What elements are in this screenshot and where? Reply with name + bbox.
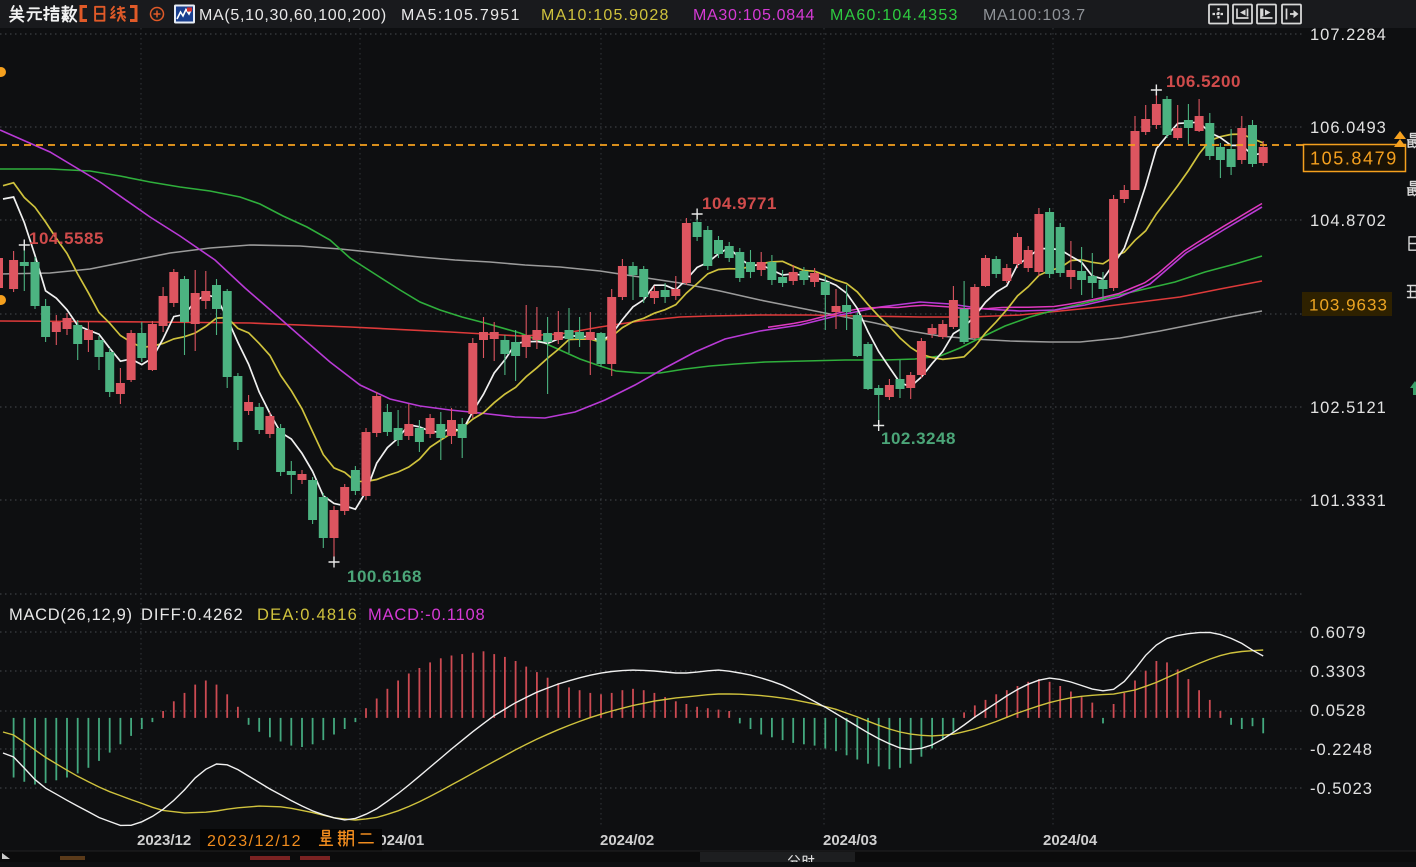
svg-text:103.9633: 103.9633 [1309, 296, 1388, 315]
svg-text:104.5585: 104.5585 [29, 229, 104, 248]
svg-text:2024/02: 2024/02 [600, 832, 654, 849]
svg-text:100.6168: 100.6168 [347, 567, 422, 586]
svg-text:104.8702: 104.8702 [1310, 212, 1387, 230]
svg-text:2023/12/12: 2023/12/12 [207, 833, 302, 850]
svg-text:MA(5,10,30,60,100,200): MA(5,10,30,60,100,200) [199, 7, 387, 24]
svg-text:-0.2248: -0.2248 [1310, 741, 1373, 759]
svg-text:101.3331: 101.3331 [1310, 492, 1387, 510]
svg-text:MACD(26,12,9): MACD(26,12,9) [9, 606, 133, 624]
svg-text:DIFF:0.4262: DIFF:0.4262 [141, 606, 244, 624]
svg-text:0.6079: 0.6079 [1310, 624, 1366, 642]
svg-text:104.9771: 104.9771 [702, 194, 777, 213]
svg-text:MACD:-0.1108: MACD:-0.1108 [368, 606, 486, 624]
svg-text:106.5200: 106.5200 [1166, 72, 1241, 91]
svg-text:2024/03: 2024/03 [823, 832, 877, 849]
svg-text:2023/12: 2023/12 [137, 832, 191, 849]
svg-text:MA30:105.0844: MA30:105.0844 [693, 7, 815, 24]
svg-text:0.0528: 0.0528 [1310, 702, 1366, 720]
svg-text:2024/01: 2024/01 [370, 832, 424, 849]
svg-text:0.3303: 0.3303 [1310, 663, 1366, 681]
svg-text:102.5121: 102.5121 [1310, 399, 1387, 417]
svg-text:106.0493: 106.0493 [1310, 119, 1387, 137]
svg-text:105.8479: 105.8479 [1310, 149, 1398, 169]
svg-text:-0.5023: -0.5023 [1310, 780, 1373, 798]
svg-text:MA60:104.4353: MA60:104.4353 [830, 7, 959, 24]
svg-text:102.3248: 102.3248 [881, 429, 956, 448]
svg-text:MA10:105.9028: MA10:105.9028 [541, 7, 670, 24]
svg-text:MA100:103.7: MA100:103.7 [983, 7, 1086, 24]
svg-text:DEA:0.4816: DEA:0.4816 [257, 606, 358, 624]
svg-text:MA5:105.7951: MA5:105.7951 [401, 7, 521, 24]
svg-text:2024/04: 2024/04 [1043, 832, 1098, 849]
svg-text:107.2284: 107.2284 [1310, 26, 1387, 44]
